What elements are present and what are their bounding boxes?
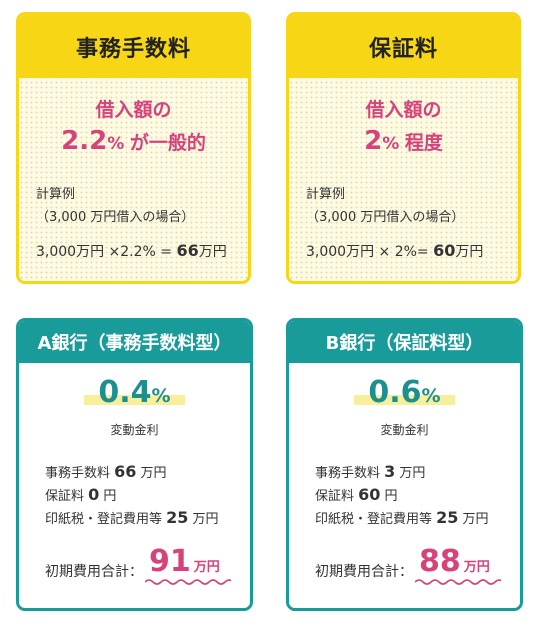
- rate-value: 0.4: [98, 375, 152, 410]
- bank-a-title: A銀行（事務手数料型）: [19, 321, 250, 363]
- formula-result: 60: [433, 240, 456, 260]
- cost-label: 印紙税・登記費用等: [315, 512, 437, 527]
- cost-row-guarantee-fee: 保証料 60 円: [315, 483, 520, 506]
- total-unit: 万円: [463, 560, 490, 575]
- calc-formula: 3,000万円 ×2.2% = 66万円: [36, 241, 248, 261]
- formula-unit: 万円: [455, 243, 484, 260]
- cost-label: 事務手数料: [45, 466, 115, 481]
- cost-row-stamp-registration: 印紙税・登記費用等 25 万円: [315, 506, 520, 529]
- guarantee-fee-card: 保証料 借入額の 2% 程度 計算例 （3,000 万円借入の場合） 3,000…: [286, 12, 521, 284]
- admin-fee-card: 事務手数料 借入額の 2.2% が一般的 計算例 （3,000 万円借入の場合）…: [16, 12, 251, 284]
- cost-label: 保証料: [315, 489, 359, 504]
- total-value: 91: [149, 544, 191, 579]
- headline-rate: 2: [364, 125, 383, 156]
- cost-value: 60: [358, 485, 381, 504]
- rate-unit: %: [151, 385, 171, 407]
- total-value-group: 88 万円: [415, 544, 501, 585]
- rate-label: 変動金利: [110, 423, 159, 437]
- total-label: 初期費用合計：: [315, 564, 413, 580]
- cost-value: 0: [88, 485, 100, 504]
- calc-formula: 3,000万円 × 2%= 60万円: [306, 241, 518, 261]
- cost-row-guarantee-fee: 保証料 0 円: [45, 483, 250, 506]
- cost-unit: 万円: [395, 466, 426, 481]
- wavy-underline-icon: [145, 579, 231, 585]
- cost-value: 25: [166, 508, 189, 527]
- cost-unit: 万円: [188, 512, 219, 527]
- admin-fee-title: 事務手数料: [19, 15, 248, 78]
- headline-percent-sign: %: [382, 133, 400, 154]
- bank-b-card: B銀行（保証料型） 0.6% 変動金利 事務手数料 3 万円 保証料 60 円 …: [286, 318, 523, 611]
- total-unit: 万円: [193, 560, 220, 575]
- rate-display: 0.4%: [19, 376, 250, 409]
- total-row: 初期費用合計： 88 万円: [315, 544, 520, 585]
- formula-result: 66: [176, 240, 199, 260]
- guarantee-fee-headline: 借入額の 2% 程度: [289, 98, 518, 159]
- formula-prefix: 3,000万円 ×2.2% =: [36, 243, 177, 260]
- guarantee-fee-title: 保証料: [289, 15, 518, 78]
- calc-example-label: 計算例: [36, 186, 76, 202]
- rate-display: 0.6%: [289, 376, 520, 409]
- bank-b-title: B銀行（保証料型）: [289, 321, 520, 363]
- total-label: 初期費用合計：: [45, 564, 143, 580]
- rate-value: 0.6: [368, 375, 422, 410]
- cost-unit: 万円: [458, 512, 489, 527]
- cost-unit: 円: [99, 489, 117, 504]
- formula-prefix: 3,000万円 × 2%=: [306, 243, 434, 260]
- calc-example-note: （3,000 万円借入の場合）: [36, 209, 195, 225]
- cost-label: 保証料: [45, 489, 89, 504]
- total-row: 初期費用合計： 91 万円: [45, 544, 250, 585]
- headline-line2: 2.2% が一般的: [19, 124, 248, 159]
- headline-line2: 2% 程度: [289, 124, 518, 159]
- cost-label: 事務手数料: [315, 466, 385, 481]
- headline-tail: 程度: [404, 131, 443, 154]
- cost-value: 3: [384, 462, 396, 481]
- cost-row-stamp-registration: 印紙税・登記費用等 25 万円: [45, 506, 250, 529]
- formula-unit: 万円: [198, 243, 227, 260]
- calc-example-label: 計算例: [306, 186, 346, 202]
- headline-tail: が一般的: [129, 131, 206, 154]
- cost-value: 66: [114, 462, 137, 481]
- headline-percent-sign: %: [107, 133, 125, 154]
- cost-list: 事務手数料 66 万円 保証料 0 円 印紙税・登記費用等 25 万円: [45, 460, 250, 529]
- wavy-underline-icon: [415, 579, 501, 585]
- calc-example-note: （3,000 万円借入の場合）: [306, 209, 465, 225]
- bank-a-card: A銀行（事務手数料型） 0.4% 変動金利 事務手数料 66 万円 保証料 0 …: [16, 318, 253, 611]
- cost-row-admin-fee: 事務手数料 3 万円: [315, 460, 520, 483]
- headline-line1: 借入額の: [95, 99, 172, 121]
- rate-label: 変動金利: [380, 423, 429, 437]
- rate-unit: %: [421, 385, 441, 407]
- cost-unit: 万円: [136, 466, 167, 481]
- cost-unit: 円: [380, 489, 398, 504]
- headline-rate: 2.2: [61, 125, 108, 156]
- headline-line1: 借入額の: [365, 99, 442, 121]
- rate-highlight: 0.4%: [84, 375, 185, 410]
- cost-row-admin-fee: 事務手数料 66 万円: [45, 460, 250, 483]
- cost-list: 事務手数料 3 万円 保証料 60 円 印紙税・登記費用等 25 万円: [315, 460, 520, 529]
- total-value: 88: [419, 544, 461, 579]
- cost-label: 印紙税・登記費用等: [45, 512, 167, 527]
- rate-highlight: 0.6%: [354, 375, 455, 410]
- total-value-group: 91 万円: [145, 544, 231, 585]
- cost-value: 25: [436, 508, 459, 527]
- admin-fee-headline: 借入額の 2.2% が一般的: [19, 98, 248, 159]
